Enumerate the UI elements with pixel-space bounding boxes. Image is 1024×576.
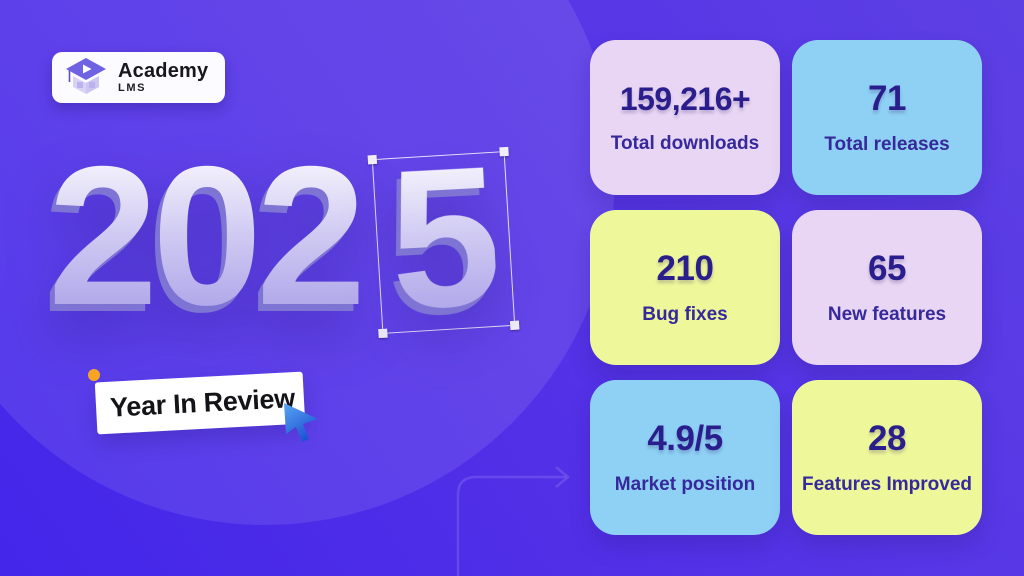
stat-card-total-downloads: 159,216+ Total downloads [590, 40, 780, 195]
stat-label: Market position [614, 474, 756, 495]
selection-handle-bottom-right [509, 320, 520, 331]
orange-dot [88, 369, 100, 381]
flow-arrow-icon [456, 466, 570, 576]
stats-grid: 159,216+ Total downloads 71 Total releas… [590, 40, 982, 535]
year-digits-202: 202 [48, 125, 366, 346]
stat-value: 71 [868, 79, 906, 118]
stat-value: 210 [656, 249, 714, 288]
stat-value: 28 [868, 419, 906, 458]
cursor-icon [284, 403, 318, 442]
selection-handle-top-right [499, 146, 509, 157]
stat-label: Total downloads [610, 132, 760, 154]
stat-label: Features Improved [802, 474, 972, 495]
graduation-cap-play-icon [66, 57, 106, 94]
brand-name: Academy [118, 60, 209, 83]
selection-handle-bottom-left [378, 328, 388, 339]
stat-card-new-features: 65 New features [792, 210, 982, 365]
selection-handle-top-left [367, 154, 378, 165]
stat-card-features-improved: 28 Features Improved [792, 380, 982, 535]
stat-value: 65 [868, 249, 906, 288]
stat-card-market-position: 4.9/5 Market position [590, 380, 780, 535]
tagline-text: Year In Review [109, 382, 296, 423]
year-digit-5: 5 [384, 124, 500, 351]
brand-subtitle: LMS [118, 82, 147, 95]
stat-card-total-releases: 71 Total releases [792, 40, 982, 195]
brand-logo-badge: Academy LMS [52, 52, 225, 103]
stat-card-bug-fixes: 210 Bug fixes [590, 210, 780, 365]
tagline-ribbon: Year In Review [94, 371, 306, 435]
stat-label: Bug fixes [642, 304, 728, 325]
stat-value: 4.9/5 [647, 419, 723, 458]
stat-value: 159,216+ [619, 80, 751, 117]
stat-label: Total releases [824, 134, 950, 155]
stat-label: New features [827, 304, 947, 325]
brand-logo-text: Academy LMS [118, 60, 208, 94]
